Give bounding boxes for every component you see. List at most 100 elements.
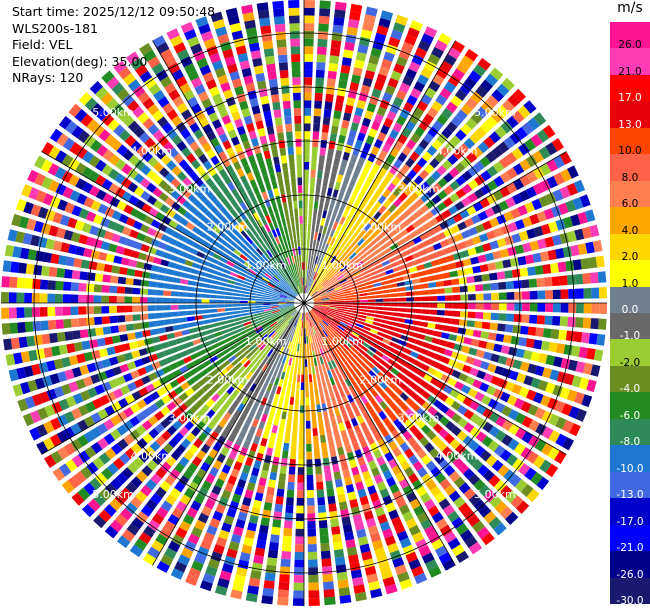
range-gate	[306, 254, 309, 263]
range-gate	[370, 47, 382, 58]
range-gate	[205, 565, 218, 577]
range-gate	[342, 288, 351, 292]
range-gate	[399, 82, 411, 94]
range-gate	[237, 478, 247, 489]
range-gate	[399, 413, 409, 424]
range-gate	[399, 263, 409, 270]
range-gate	[475, 85, 488, 98]
range-gate	[337, 304, 345, 307]
range-gate	[98, 348, 109, 358]
range-gate	[361, 117, 371, 128]
range-gate	[137, 211, 147, 222]
range-gate	[379, 400, 388, 410]
range-gate	[290, 350, 294, 358]
range-gate	[369, 492, 380, 503]
range-gate	[352, 244, 360, 252]
range-gate	[189, 367, 199, 376]
range-gate	[332, 268, 340, 276]
range-gate	[74, 220, 85, 231]
range-gate	[500, 345, 510, 355]
range-gate	[302, 313, 304, 321]
range-gate	[377, 331, 386, 338]
range-gate	[276, 336, 282, 344]
range-gate	[282, 403, 288, 412]
range-gate	[351, 466, 360, 476]
range-gate	[307, 505, 315, 514]
range-gate	[375, 362, 384, 371]
range-gate	[374, 234, 383, 243]
range-gate	[209, 431, 219, 441]
range-gate	[395, 497, 407, 508]
range-gate	[287, 481, 295, 491]
range-gate	[336, 415, 343, 424]
range-gate	[283, 170, 289, 179]
range-gate	[162, 365, 172, 374]
range-gate	[553, 155, 565, 169]
range-gate	[317, 170, 323, 179]
range-gate	[475, 293, 484, 301]
range-gate	[333, 358, 340, 367]
range-gate	[202, 71, 214, 83]
range-gate	[157, 274, 166, 281]
range-gate	[125, 323, 135, 332]
range-gate	[362, 256, 370, 263]
range-gate	[359, 289, 367, 294]
range-gate	[289, 308, 296, 314]
range-gate	[290, 216, 295, 225]
range-gate	[273, 417, 280, 426]
range-gate	[447, 537, 461, 550]
range-gate	[146, 345, 156, 354]
range-gate	[242, 439, 251, 450]
range-gate	[147, 156, 159, 168]
range-gate	[270, 304, 279, 307]
range-gate	[329, 133, 338, 142]
range-gate	[148, 403, 159, 414]
range-gate	[369, 588, 383, 599]
range-gate	[359, 543, 371, 554]
range-gate	[323, 234, 329, 243]
range-gate	[489, 217, 500, 228]
range-gate	[191, 383, 201, 392]
range-gate	[540, 223, 551, 235]
range-gate	[209, 294, 218, 299]
range-gate	[420, 363, 430, 372]
range-gate	[324, 218, 330, 228]
range-gate	[285, 217, 291, 226]
range-gate	[322, 279, 329, 286]
range-gate	[279, 346, 285, 355]
range-gate	[109, 498, 122, 511]
range-gate	[285, 233, 290, 242]
range-gate	[382, 469, 393, 480]
range-gate	[368, 170, 377, 180]
range-gate	[111, 233, 121, 243]
range-gate	[480, 100, 494, 114]
range-gate	[243, 75, 254, 85]
range-gate	[549, 369, 560, 381]
range-gate	[116, 200, 127, 211]
range-gate	[112, 366, 122, 376]
range-gate	[519, 159, 531, 172]
range-gate	[390, 288, 399, 293]
range-gate	[430, 377, 440, 387]
range-gate	[313, 342, 317, 351]
range-gate	[225, 363, 234, 372]
range-gate	[374, 32, 387, 43]
range-gate	[355, 398, 363, 408]
range-gate	[130, 250, 140, 259]
range-gate	[31, 307, 40, 318]
range-gate	[143, 263, 153, 271]
range-gate	[343, 290, 352, 294]
range-gate	[293, 366, 298, 375]
range-gate	[234, 214, 243, 224]
range-gate	[541, 410, 553, 423]
range-gate	[188, 567, 201, 579]
colorbar-step	[610, 418, 650, 446]
range-gate	[338, 190, 345, 200]
range-gate	[252, 499, 262, 509]
range-gate	[388, 203, 397, 213]
range-gate	[535, 327, 544, 337]
range-gate	[121, 177, 132, 189]
range-gate	[336, 296, 345, 299]
range-gate	[251, 467, 260, 477]
range-gate	[533, 392, 544, 404]
